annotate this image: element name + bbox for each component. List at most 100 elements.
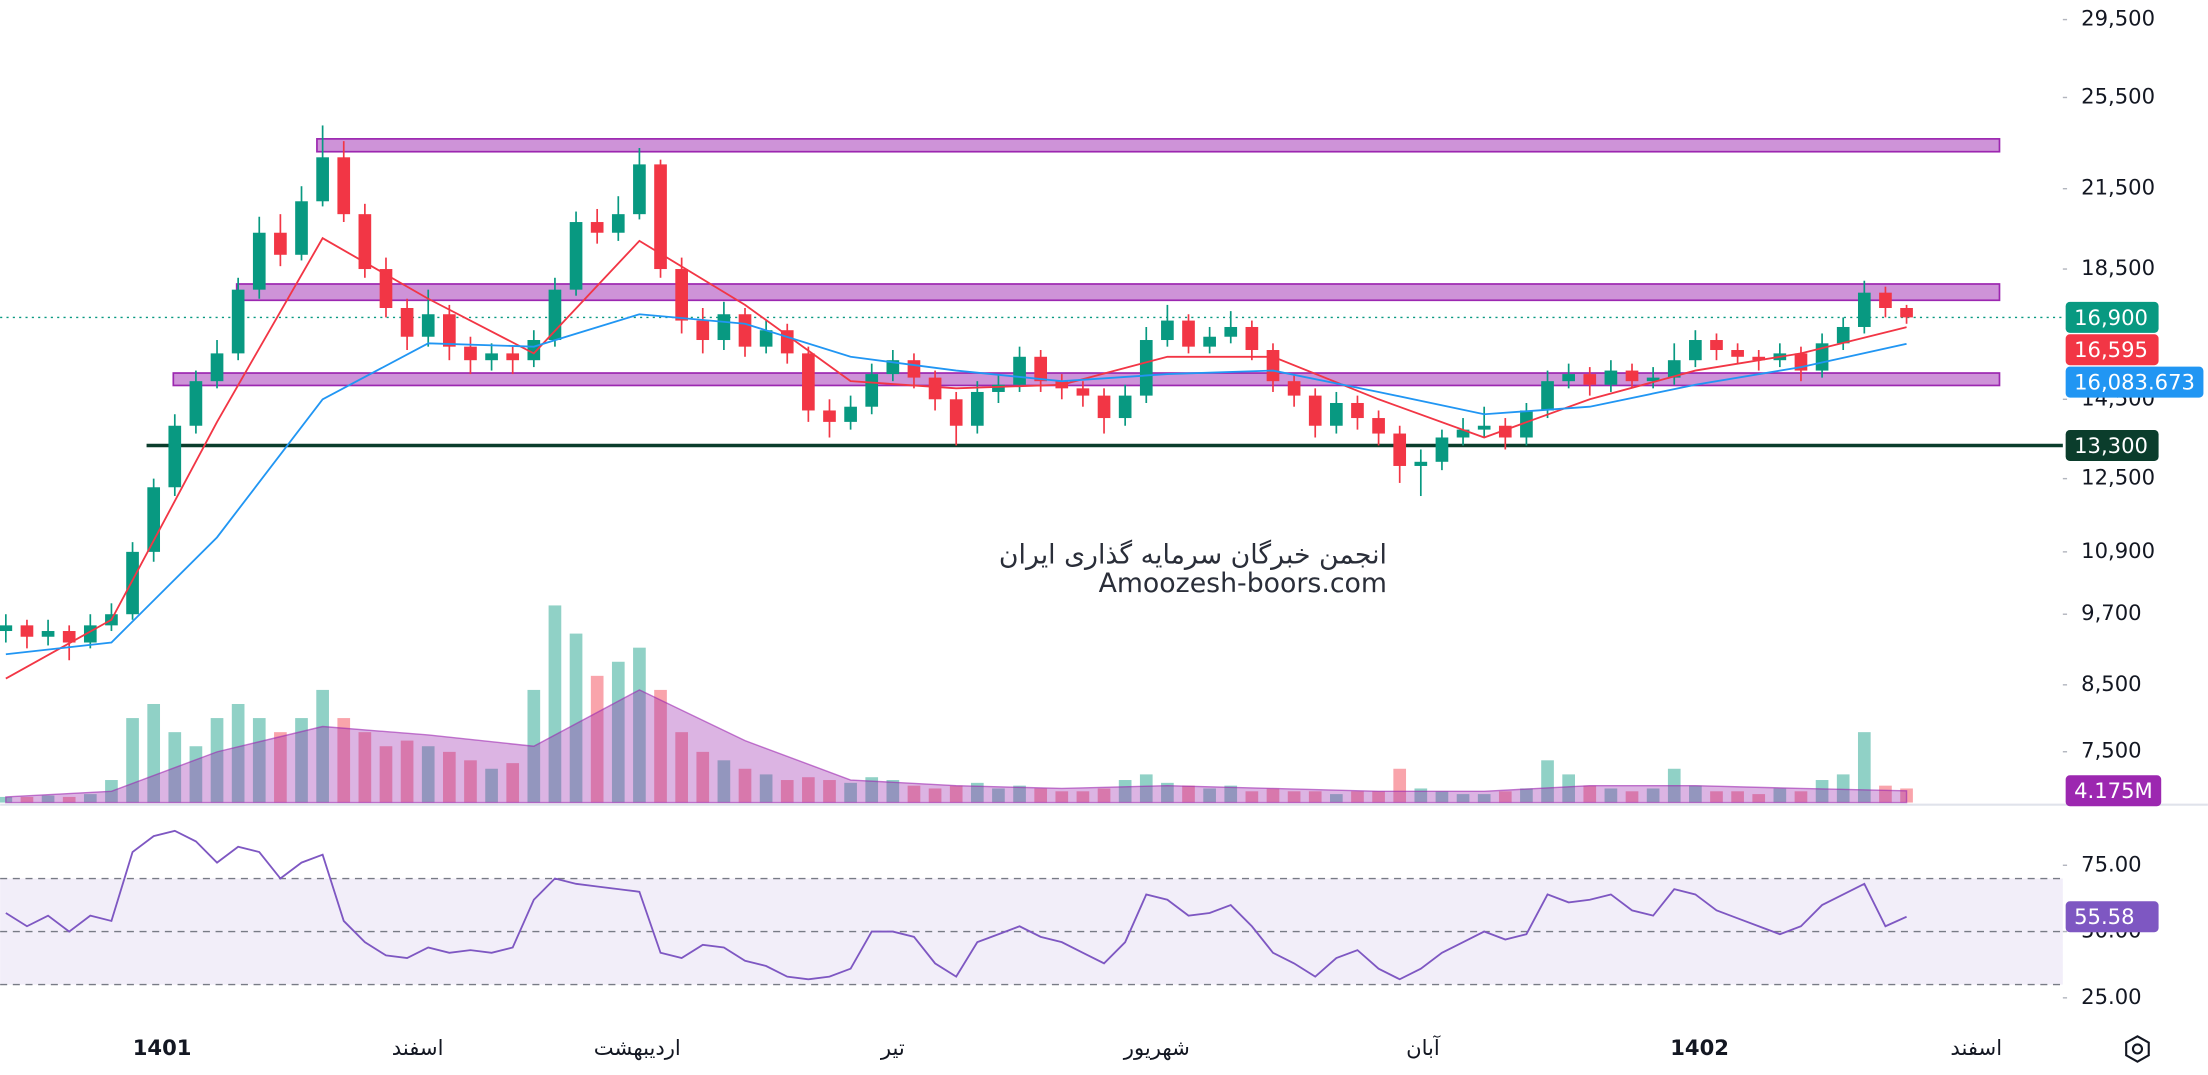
volume-bar (295, 718, 308, 803)
volume-bar (590, 675, 604, 803)
candle-body (590, 222, 604, 233)
volume-bar (1646, 788, 1660, 803)
badge-bg (2065, 775, 2162, 807)
volume-bar (1203, 788, 1216, 803)
volume-ma-area (5, 689, 1908, 804)
volume-bar (1034, 788, 1048, 803)
volume-bar (1097, 788, 1111, 803)
candle-body (1330, 402, 1343, 426)
badge-bg (2065, 901, 2159, 933)
candle-body (928, 377, 942, 400)
badge-label: 16,595 (2074, 337, 2148, 362)
y-tick-label: 18,500 (2081, 255, 2155, 280)
zone (316, 138, 2001, 153)
candle-body (1879, 292, 1892, 308)
settings-icon[interactable] (2125, 1035, 2150, 1063)
volume-bar (1076, 791, 1090, 803)
candle-body (1604, 370, 1618, 385)
candle-body (1013, 356, 1026, 385)
badge-label: 16,083.673 (2074, 370, 2195, 395)
volume-bar (485, 768, 498, 803)
volume-bar (1625, 791, 1639, 803)
candle-body (1287, 381, 1301, 396)
volume-bar (1330, 794, 1343, 803)
candle-body (1477, 425, 1491, 430)
volume-bar (1245, 791, 1259, 803)
candle-body (1689, 340, 1702, 361)
badge-label: 55.58 (2074, 904, 2134, 929)
volume-bar (443, 751, 456, 803)
y-tick-label: 12,500 (2081, 465, 2155, 490)
volume-bar (1139, 774, 1153, 803)
volume-bar (928, 788, 942, 803)
candle-body (675, 269, 688, 321)
candle-body (421, 314, 435, 337)
value-badge: 16,595 (2065, 334, 2159, 366)
volume-bar (1456, 794, 1470, 803)
volume-bar (823, 780, 836, 803)
value-badge: 13,300 (2065, 429, 2159, 461)
x-tick-label: شهریور (1123, 1035, 1190, 1060)
volume-bar (633, 647, 646, 803)
volume-bar (1477, 794, 1491, 803)
volume-bar (210, 718, 224, 803)
badge-bg (2065, 301, 2159, 333)
volume-bar (41, 795, 55, 803)
volume-bar (231, 703, 245, 803)
volume-bar (1055, 791, 1069, 803)
candle-body (1498, 425, 1512, 438)
volume-bar (147, 703, 161, 803)
candle-body (337, 157, 351, 215)
candle-body (1097, 395, 1111, 419)
candle-body (611, 214, 625, 233)
volume-bar (1710, 791, 1723, 803)
volume-bar (1520, 788, 1533, 803)
volume-bar (1013, 785, 1026, 803)
volume-bar (717, 760, 731, 803)
volume-bar (421, 746, 435, 803)
y-tick-label: 29,500 (2081, 6, 2155, 31)
candle-body (907, 360, 921, 378)
volume-bar (83, 794, 97, 803)
volume-bar (886, 780, 900, 803)
volume-bar (970, 782, 984, 803)
candle-body (295, 201, 308, 255)
candle-body (316, 157, 329, 202)
volume-bar (992, 788, 1005, 803)
candle-body (780, 330, 794, 354)
icon-dot (2131, 1043, 2144, 1055)
volume-bar (1731, 791, 1744, 803)
candle-body (1118, 395, 1132, 419)
value-badge: 55.58 (2065, 901, 2159, 933)
volume-bar (464, 760, 477, 803)
volume-bar (1287, 791, 1301, 803)
volume-bar (569, 633, 583, 803)
candle-body (1308, 395, 1322, 426)
candle-body (759, 330, 773, 347)
volume-bar (1498, 791, 1512, 803)
volume-bar (1161, 782, 1174, 803)
candle-body (1710, 340, 1723, 351)
volume-bar (1857, 732, 1871, 803)
volume-bar (1372, 791, 1385, 803)
badge-label: 4.175M (2074, 778, 2153, 803)
volume-bar (1224, 785, 1238, 803)
candle-body (0, 625, 13, 632)
candle-body (506, 353, 520, 361)
candle-body (1562, 374, 1575, 382)
candle-body (738, 314, 752, 347)
candle-body (252, 232, 266, 290)
volume-bar (611, 661, 625, 803)
volume-bar (358, 732, 372, 803)
candle-body (189, 381, 203, 426)
candle-body (1435, 437, 1449, 462)
y-tick-label: 9,700 (2081, 600, 2141, 625)
volume-bar (780, 780, 794, 803)
candle-body (844, 406, 857, 422)
moving-average (5, 313, 1907, 656)
volume-bar (738, 768, 752, 803)
value-badge: 4.175M (2065, 775, 2162, 807)
candle-body (1646, 377, 1660, 382)
volume-bar (802, 777, 815, 803)
volume-bar (1351, 791, 1364, 803)
